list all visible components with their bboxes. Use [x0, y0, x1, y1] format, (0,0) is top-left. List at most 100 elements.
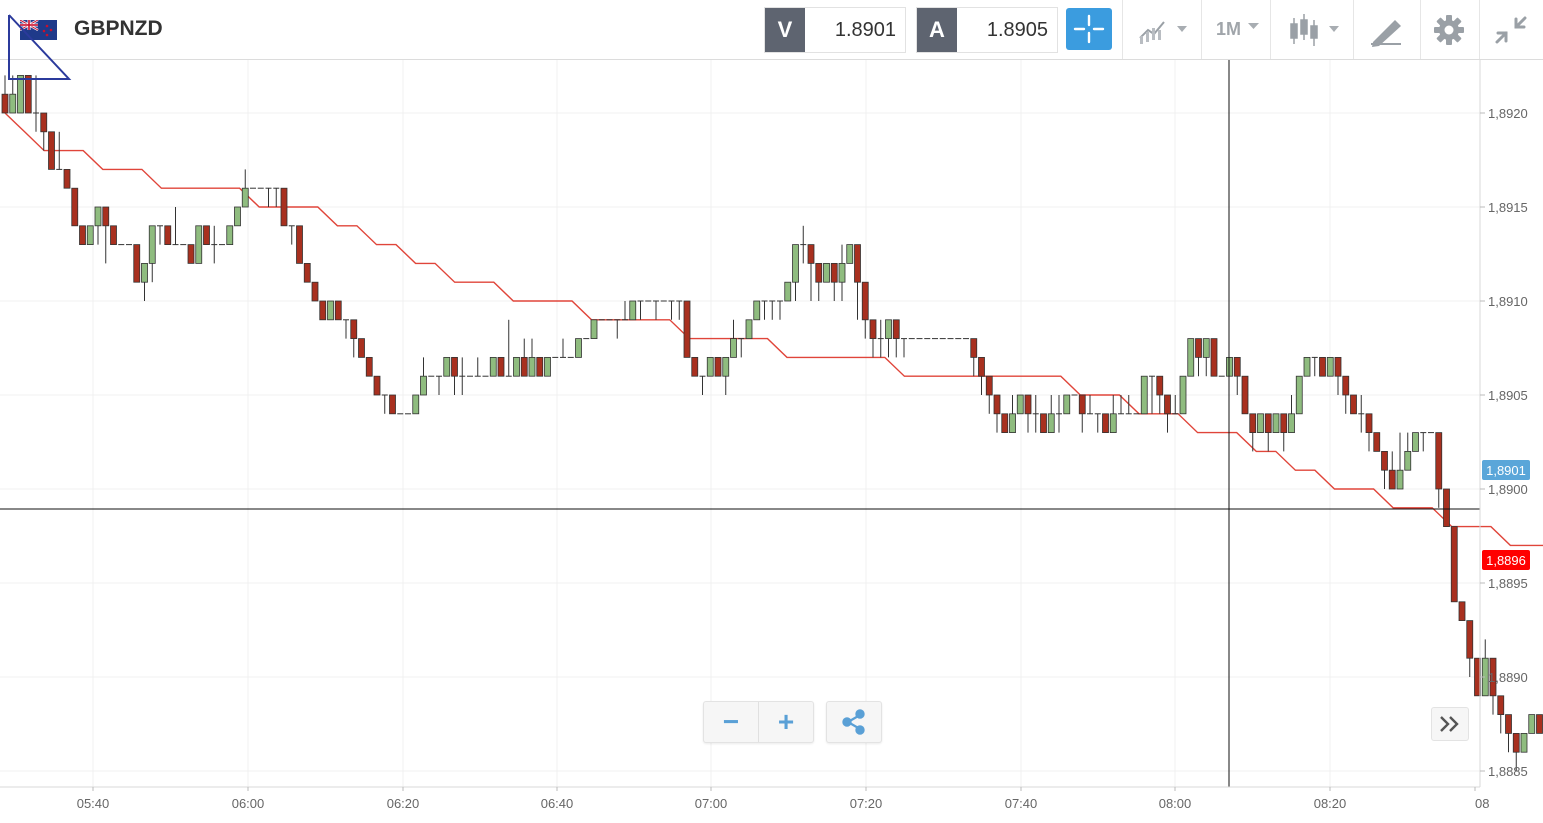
candle-body [1264, 413, 1272, 433]
candlestick-type-button[interactable] [1272, 0, 1352, 59]
timeframe-dropdown[interactable]: 1M [1203, 0, 1269, 59]
candle [869, 319, 877, 358]
candle [489, 356, 497, 377]
candle-body [1001, 413, 1009, 433]
candle [528, 338, 536, 377]
settings-button[interactable] [1422, 0, 1478, 59]
ask-price-box[interactable]: A 1.8905 [916, 7, 1058, 53]
candle [110, 225, 117, 246]
candle-body [187, 244, 195, 264]
share-button[interactable] [826, 701, 882, 743]
candle [1365, 413, 1373, 452]
price-chart[interactable]: 1,8920 1,8915 1,8910 1,8905 1,8900 1,8895 1,88… [0, 60, 1543, 823]
candle-body [1489, 657, 1497, 697]
candle [815, 262, 823, 301]
candle-body [861, 281, 869, 321]
candle [1040, 413, 1047, 433]
candle [412, 394, 420, 415]
candle [1412, 432, 1419, 452]
candle-body [1156, 375, 1164, 396]
candle-body [195, 225, 203, 264]
candle-body [1016, 394, 1024, 415]
candle [273, 187, 280, 207]
candle [1450, 526, 1458, 603]
candle-body [1326, 356, 1334, 377]
candle [288, 225, 295, 245]
candle-body [722, 356, 730, 377]
candle-body [683, 300, 691, 358]
candle [1, 75, 9, 114]
candle-body [1195, 338, 1202, 358]
x-tick-label: 06:40 [541, 796, 574, 811]
candle-body [1373, 432, 1381, 452]
candle [753, 300, 761, 321]
candle [1342, 375, 1350, 414]
candle-body [513, 356, 520, 377]
candle [629, 300, 637, 321]
candle [1319, 356, 1326, 377]
drawing-tools-button[interactable] [1355, 0, 1419, 59]
candle-body [753, 300, 761, 321]
candle [691, 356, 699, 377]
bid-price-box[interactable]: V 1.8901 [764, 7, 906, 53]
candle-body [706, 356, 714, 377]
candle [1505, 714, 1512, 753]
candle [536, 356, 544, 377]
chart-type-icon [1139, 21, 1187, 44]
zoom-out-button[interactable]: − [722, 706, 740, 737]
candle [993, 394, 1001, 433]
candle [265, 187, 272, 207]
candle [985, 375, 993, 414]
flag-icon [20, 20, 57, 40]
candle-body [226, 225, 234, 246]
candle [1164, 394, 1171, 433]
current-price-badge-bg [1482, 460, 1530, 480]
candles-layer [1, 74, 1543, 771]
scroll-right-button[interactable] [1431, 707, 1469, 741]
candle [365, 356, 373, 377]
candle [1396, 432, 1404, 490]
candle [195, 225, 203, 264]
candle-body [1009, 413, 1016, 433]
y-tick-label: 1,8920 [1488, 106, 1528, 121]
collapse-button[interactable] [1481, 0, 1541, 59]
candle-body [133, 244, 141, 283]
candle-body [1063, 394, 1071, 415]
candle [1280, 413, 1288, 452]
candle [133, 244, 141, 283]
candle [17, 74, 24, 114]
candle-body [1443, 488, 1450, 527]
candle [187, 244, 195, 264]
candle-body [1319, 356, 1326, 377]
chart-type-button[interactable] [1124, 0, 1200, 59]
x-tick-label: 07:40 [1005, 796, 1038, 811]
candle-body [815, 262, 823, 283]
candle-body [1388, 469, 1396, 490]
candle [358, 338, 365, 358]
candle-body [629, 300, 637, 321]
candle [544, 356, 551, 377]
candle [1063, 394, 1071, 415]
gear-icon [1434, 15, 1464, 45]
ask-value: 1.8905 [986, 19, 1048, 41]
candle [1466, 620, 1474, 677]
candle-body [993, 394, 1001, 415]
candle [86, 225, 94, 246]
candle [1443, 488, 1450, 527]
candle [1536, 714, 1543, 734]
candle [784, 281, 792, 302]
candle [901, 338, 907, 358]
candle [1156, 375, 1164, 414]
candle [1001, 413, 1009, 433]
candle-body [148, 225, 156, 264]
candle-body [334, 300, 342, 321]
zoom-in-button[interactable]: + [777, 706, 795, 737]
candle-body [590, 319, 598, 339]
candle-body [141, 262, 148, 283]
candle-body [412, 394, 420, 415]
drawing-tools-icon [1371, 20, 1401, 47]
crosshair-button[interactable] [1066, 8, 1112, 50]
candle [769, 300, 776, 320]
candle [1334, 356, 1342, 395]
candle [560, 338, 566, 358]
